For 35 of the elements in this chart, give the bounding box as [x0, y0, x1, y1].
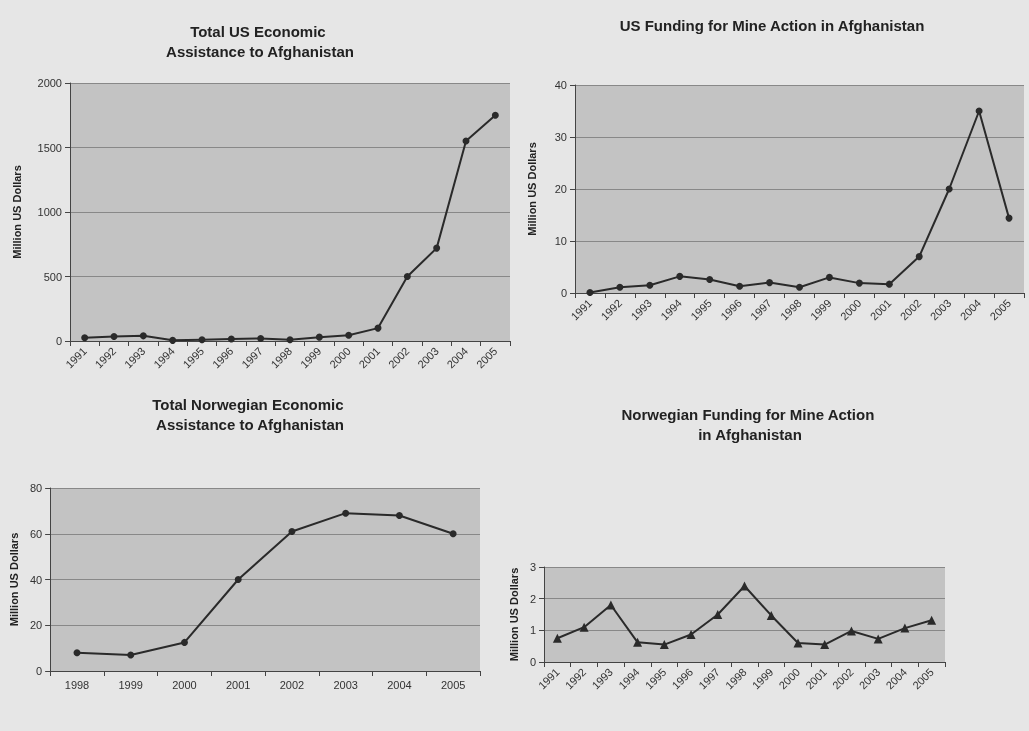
y-tick-label: 2000 [37, 77, 62, 89]
y-axis-title: Million US Dollars [507, 567, 520, 662]
y-tick-label: 40 [29, 573, 43, 586]
y-tick-label: 1 [529, 624, 537, 637]
x-tick-label: 2004 [387, 678, 412, 691]
y-tick-label: 3 [529, 561, 537, 573]
y-tick-label: 2 [529, 592, 537, 605]
y-tick-label: 1500 [37, 141, 62, 154]
y-tick-label: 0 [36, 665, 43, 677]
y-tick-label: 500 [43, 270, 62, 283]
chart-title: US Funding for Mine Action in Afghanistan [619, 16, 925, 34]
x-tick-label: 2005 [440, 678, 466, 691]
y-tick-label: 0 [55, 335, 62, 347]
y-tick-label: 1000 [37, 206, 62, 218]
chart-title: Total Norwegian Economic Assistance to Afghanistan [152, 395, 348, 433]
y-tick-label: 40 [554, 79, 567, 91]
y-tick-label: 30 [554, 131, 567, 143]
x-tick-label: 2001 [225, 678, 251, 691]
y-tick-label: 0 [560, 287, 567, 299]
x-tick-label: 2003 [333, 678, 358, 691]
y-tick-label: 0 [529, 656, 537, 668]
x-tick-label: 1999 [118, 678, 143, 691]
y-axis-title: Million US Dollars [10, 165, 23, 259]
y-axis-title: Million US Dollars [525, 142, 538, 236]
x-tick-label: 1998 [64, 678, 90, 691]
x-tick-label: 2002 [279, 678, 305, 691]
x-tick-label: 2000 [172, 678, 197, 691]
y-tick-label: 10 [554, 235, 567, 247]
y-axis-title: Million US Dollars [7, 532, 20, 627]
y-tick-label: 80 [29, 482, 43, 494]
y-tick-label: 60 [29, 527, 43, 540]
chart-title: Norwegian Funding for Mine Action in Afghanistan [621, 405, 879, 443]
y-tick-label: 20 [554, 183, 567, 195]
chart-title: Total US Economic Assistance to Afghanistan [166, 22, 354, 60]
y-tick-label: 20 [29, 619, 43, 632]
